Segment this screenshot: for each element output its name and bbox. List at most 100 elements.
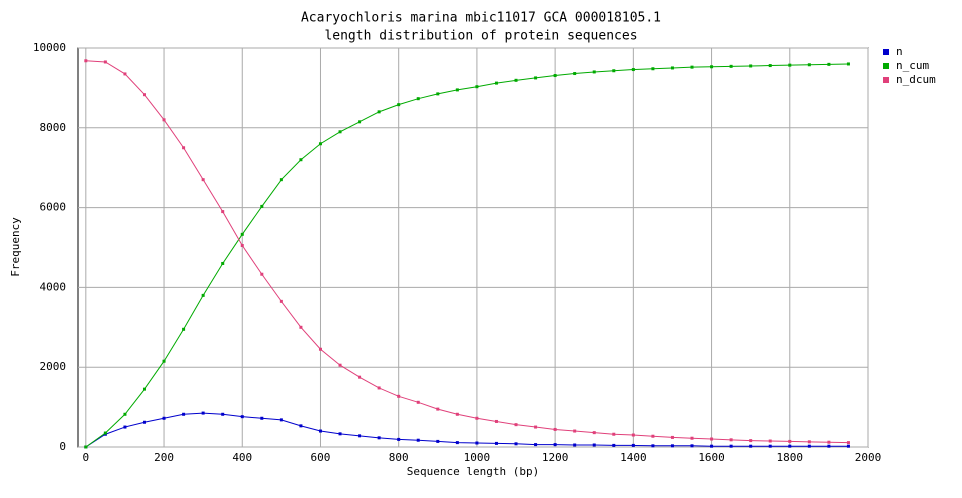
data-point <box>260 204 264 208</box>
data-point <box>807 63 811 67</box>
legend-swatch <box>883 77 889 83</box>
data-point <box>201 411 205 415</box>
data-point <box>768 439 772 443</box>
legend-swatch <box>883 49 889 55</box>
data-point <box>807 444 811 448</box>
series-line <box>85 60 849 444</box>
data-point <box>768 444 772 448</box>
data-point <box>729 444 733 448</box>
data-point <box>103 431 107 435</box>
data-point <box>729 438 733 442</box>
data-point <box>142 387 146 391</box>
series-line <box>85 412 849 448</box>
y-tick-label: 8000 <box>40 121 67 134</box>
series-line <box>85 63 849 448</box>
data-point <box>592 431 596 435</box>
data-point <box>142 93 146 97</box>
x-tick-label: 1800 <box>777 451 804 464</box>
data-point <box>318 347 322 351</box>
data-point <box>377 110 381 114</box>
data-point <box>749 439 753 443</box>
data-point <box>338 130 342 134</box>
data-point <box>846 441 850 445</box>
data-point <box>631 433 635 437</box>
data-point <box>514 78 518 82</box>
data-point <box>553 74 557 78</box>
data-point <box>788 63 792 67</box>
data-point <box>827 440 831 444</box>
data-point <box>807 440 811 444</box>
data-point <box>377 436 381 440</box>
data-point <box>827 444 831 448</box>
data-point <box>123 412 127 416</box>
y-tick-label: 2000 <box>40 360 67 373</box>
data-point <box>514 423 518 427</box>
legend-label: n_dcum <box>896 73 936 86</box>
data-point <box>690 436 694 440</box>
plot-area <box>77 47 869 448</box>
data-point <box>573 443 577 447</box>
x-tick-label: 1400 <box>620 451 647 464</box>
data-point <box>573 72 577 76</box>
data-point <box>299 325 303 329</box>
data-point <box>690 444 694 448</box>
data-point <box>162 416 166 420</box>
y-axis-label: Frequency <box>9 217 22 277</box>
x-tick-label: 1600 <box>698 451 725 464</box>
data-point <box>201 178 205 182</box>
data-point <box>416 97 420 101</box>
data-point <box>749 64 753 68</box>
data-point <box>592 70 596 74</box>
data-point <box>318 142 322 146</box>
data-point <box>534 76 538 80</box>
data-point <box>338 432 342 436</box>
data-point <box>162 359 166 363</box>
data-point <box>416 438 420 442</box>
data-point <box>729 64 733 68</box>
legend-label: n_cum <box>896 59 929 72</box>
data-point <box>670 444 674 448</box>
data-point <box>475 416 479 420</box>
x-tick-label: 200 <box>154 451 174 464</box>
data-point <box>612 443 616 447</box>
data-point <box>260 416 264 420</box>
x-tick-label: 800 <box>389 451 409 464</box>
x-tick-label: 400 <box>232 451 252 464</box>
data-point <box>768 64 772 68</box>
data-point <box>514 442 518 446</box>
data-point <box>436 439 440 443</box>
x-tick-label: 600 <box>311 451 331 464</box>
data-point <box>788 444 792 448</box>
data-point <box>358 434 362 438</box>
data-point <box>534 443 538 447</box>
x-axis-label: Sequence length (bp) <box>407 465 539 478</box>
data-point <box>182 146 186 150</box>
data-point <box>436 407 440 411</box>
chart-title: Acaryochloris marina mbic11017 GCA 00001… <box>301 11 661 26</box>
x-tick-label: 2000 <box>855 451 882 464</box>
data-point <box>534 425 538 429</box>
data-point <box>827 62 831 66</box>
data-point <box>846 62 850 66</box>
data-point <box>631 443 635 447</box>
data-point <box>612 432 616 436</box>
data-point <box>631 68 635 72</box>
data-point <box>299 158 303 162</box>
data-point <box>651 444 655 448</box>
x-tick-label: 1000 <box>464 451 491 464</box>
y-tick-label: 10000 <box>33 41 66 54</box>
data-point <box>377 386 381 390</box>
data-point <box>221 210 225 214</box>
data-point <box>397 437 401 441</box>
data-point <box>103 60 107 64</box>
data-point <box>710 444 714 448</box>
x-tick-label: 1200 <box>542 451 569 464</box>
data-point <box>846 444 850 448</box>
data-point <box>710 437 714 441</box>
data-point <box>260 272 264 276</box>
data-point <box>710 65 714 69</box>
data-point <box>84 59 88 63</box>
data-point <box>397 394 401 398</box>
data-point <box>84 445 88 449</box>
